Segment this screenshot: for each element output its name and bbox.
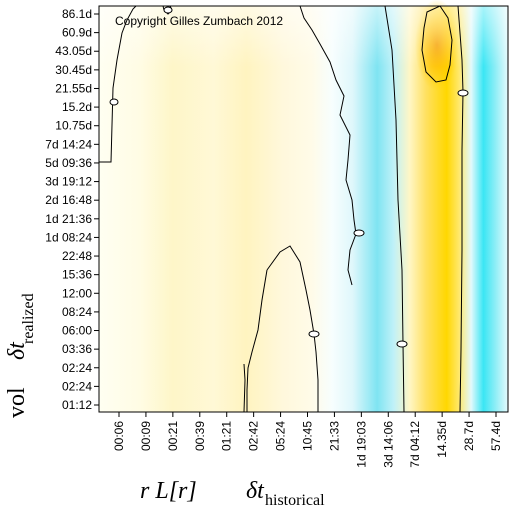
y-tick-label: 15:36	[62, 268, 92, 282]
x-tick-label: 57.4d	[489, 421, 503, 451]
contour-label-f	[457, 89, 469, 97]
y-tick-label: 2d 16:48	[45, 193, 92, 207]
y-tick-label: 1d 21:36	[45, 212, 92, 226]
y-tick-label: 06:00	[62, 324, 92, 338]
y-tick-label: 15.2d	[62, 100, 92, 114]
x-tick-label: 7d 04:12	[408, 421, 422, 468]
x-tick-label: 00:06	[112, 421, 126, 451]
y-tick-label: 21.55d	[55, 81, 92, 95]
y-axis: 86.1d 60.9d 43.05d 30.45d 21.55d 15.2d 10.75d 7…	[45, 7, 99, 412]
y-tick-label: 02:24	[62, 361, 92, 375]
x-axis-subscript: historical	[265, 492, 325, 509]
x-tick-label: 14.35d	[435, 421, 449, 458]
x-tick-label: 02:42	[247, 421, 261, 451]
contour-label-e	[396, 340, 408, 348]
y-tick-label: 86.1d	[62, 7, 92, 21]
y-tick-label: 43.05d	[55, 44, 92, 58]
y-tick-label: 10.75d	[55, 119, 92, 133]
x-tick-label: 05:24	[274, 421, 288, 451]
x-tick-label: 1d 19:03	[354, 421, 368, 468]
y-tick-label: 08:24	[62, 305, 92, 319]
contour-label-d	[308, 330, 320, 338]
x-tick-label: 21:33	[327, 421, 341, 451]
y-tick-label: 30.45d	[55, 63, 92, 77]
x-axis-label: r L[r] δt historical	[140, 478, 325, 509]
x-tick-label: 01:21	[220, 421, 234, 451]
x-tick-label: 00:39	[193, 421, 207, 451]
x-tick-label: 28.7d	[462, 421, 476, 451]
copyright-text: Copyright Gilles Zumbach 2012	[115, 14, 283, 28]
y-tick-label: 22:48	[62, 249, 92, 263]
plot-frame	[98, 5, 509, 413]
y-axis-subscript: realized	[20, 293, 37, 344]
y-tick-label: 02:24	[62, 379, 92, 393]
contour-label-c	[353, 229, 365, 237]
y-axis-quantity: vol	[4, 387, 30, 418]
heatmap-area	[99, 0, 508, 412]
x-axis-quantity: r L[r]	[140, 478, 197, 504]
contour-lines	[99, 5, 469, 413]
x-axis-symbol: δt	[246, 478, 265, 504]
contour-lower-band	[266, 245, 319, 412]
contour-yellow-right	[457, 5, 464, 413]
y-axis-symbol: δt	[4, 341, 30, 360]
y-tick-label: 03:36	[62, 342, 92, 356]
x-tick-label: 00:21	[166, 421, 180, 451]
x-tick-label: 3d 14:06	[381, 421, 395, 468]
y-tick-label: 5d 09:36	[45, 156, 92, 170]
y-tick-label: 3d 19:12	[45, 175, 92, 189]
contour-label-a	[109, 98, 119, 106]
y-tick-label: 1d 08:24	[45, 230, 92, 244]
y-tick-label: 7d 14:24	[45, 137, 92, 151]
y-tick-label: 01:12	[62, 398, 92, 412]
contour-top-mid	[299, 5, 357, 286]
y-axis-label: vol δt realized	[4, 293, 37, 418]
contour-hotspot	[421, 5, 453, 83]
y-tick-label: 12:00	[62, 286, 92, 300]
heatmap-top-fade	[99, 6, 508, 412]
y-tick-label: 60.9d	[62, 26, 92, 40]
x-axis: 00:06 00:09 00:21 00:39 01:21 02:42 05:24 10:45…	[112, 412, 503, 468]
contour-left	[99, 5, 137, 163]
x-tick-label: 10:45	[301, 421, 315, 451]
contour-spike	[243, 363, 246, 413]
contour-lower-left	[246, 269, 268, 412]
contour-label-b	[163, 6, 173, 14]
x-tick-label: 00:09	[139, 421, 153, 451]
